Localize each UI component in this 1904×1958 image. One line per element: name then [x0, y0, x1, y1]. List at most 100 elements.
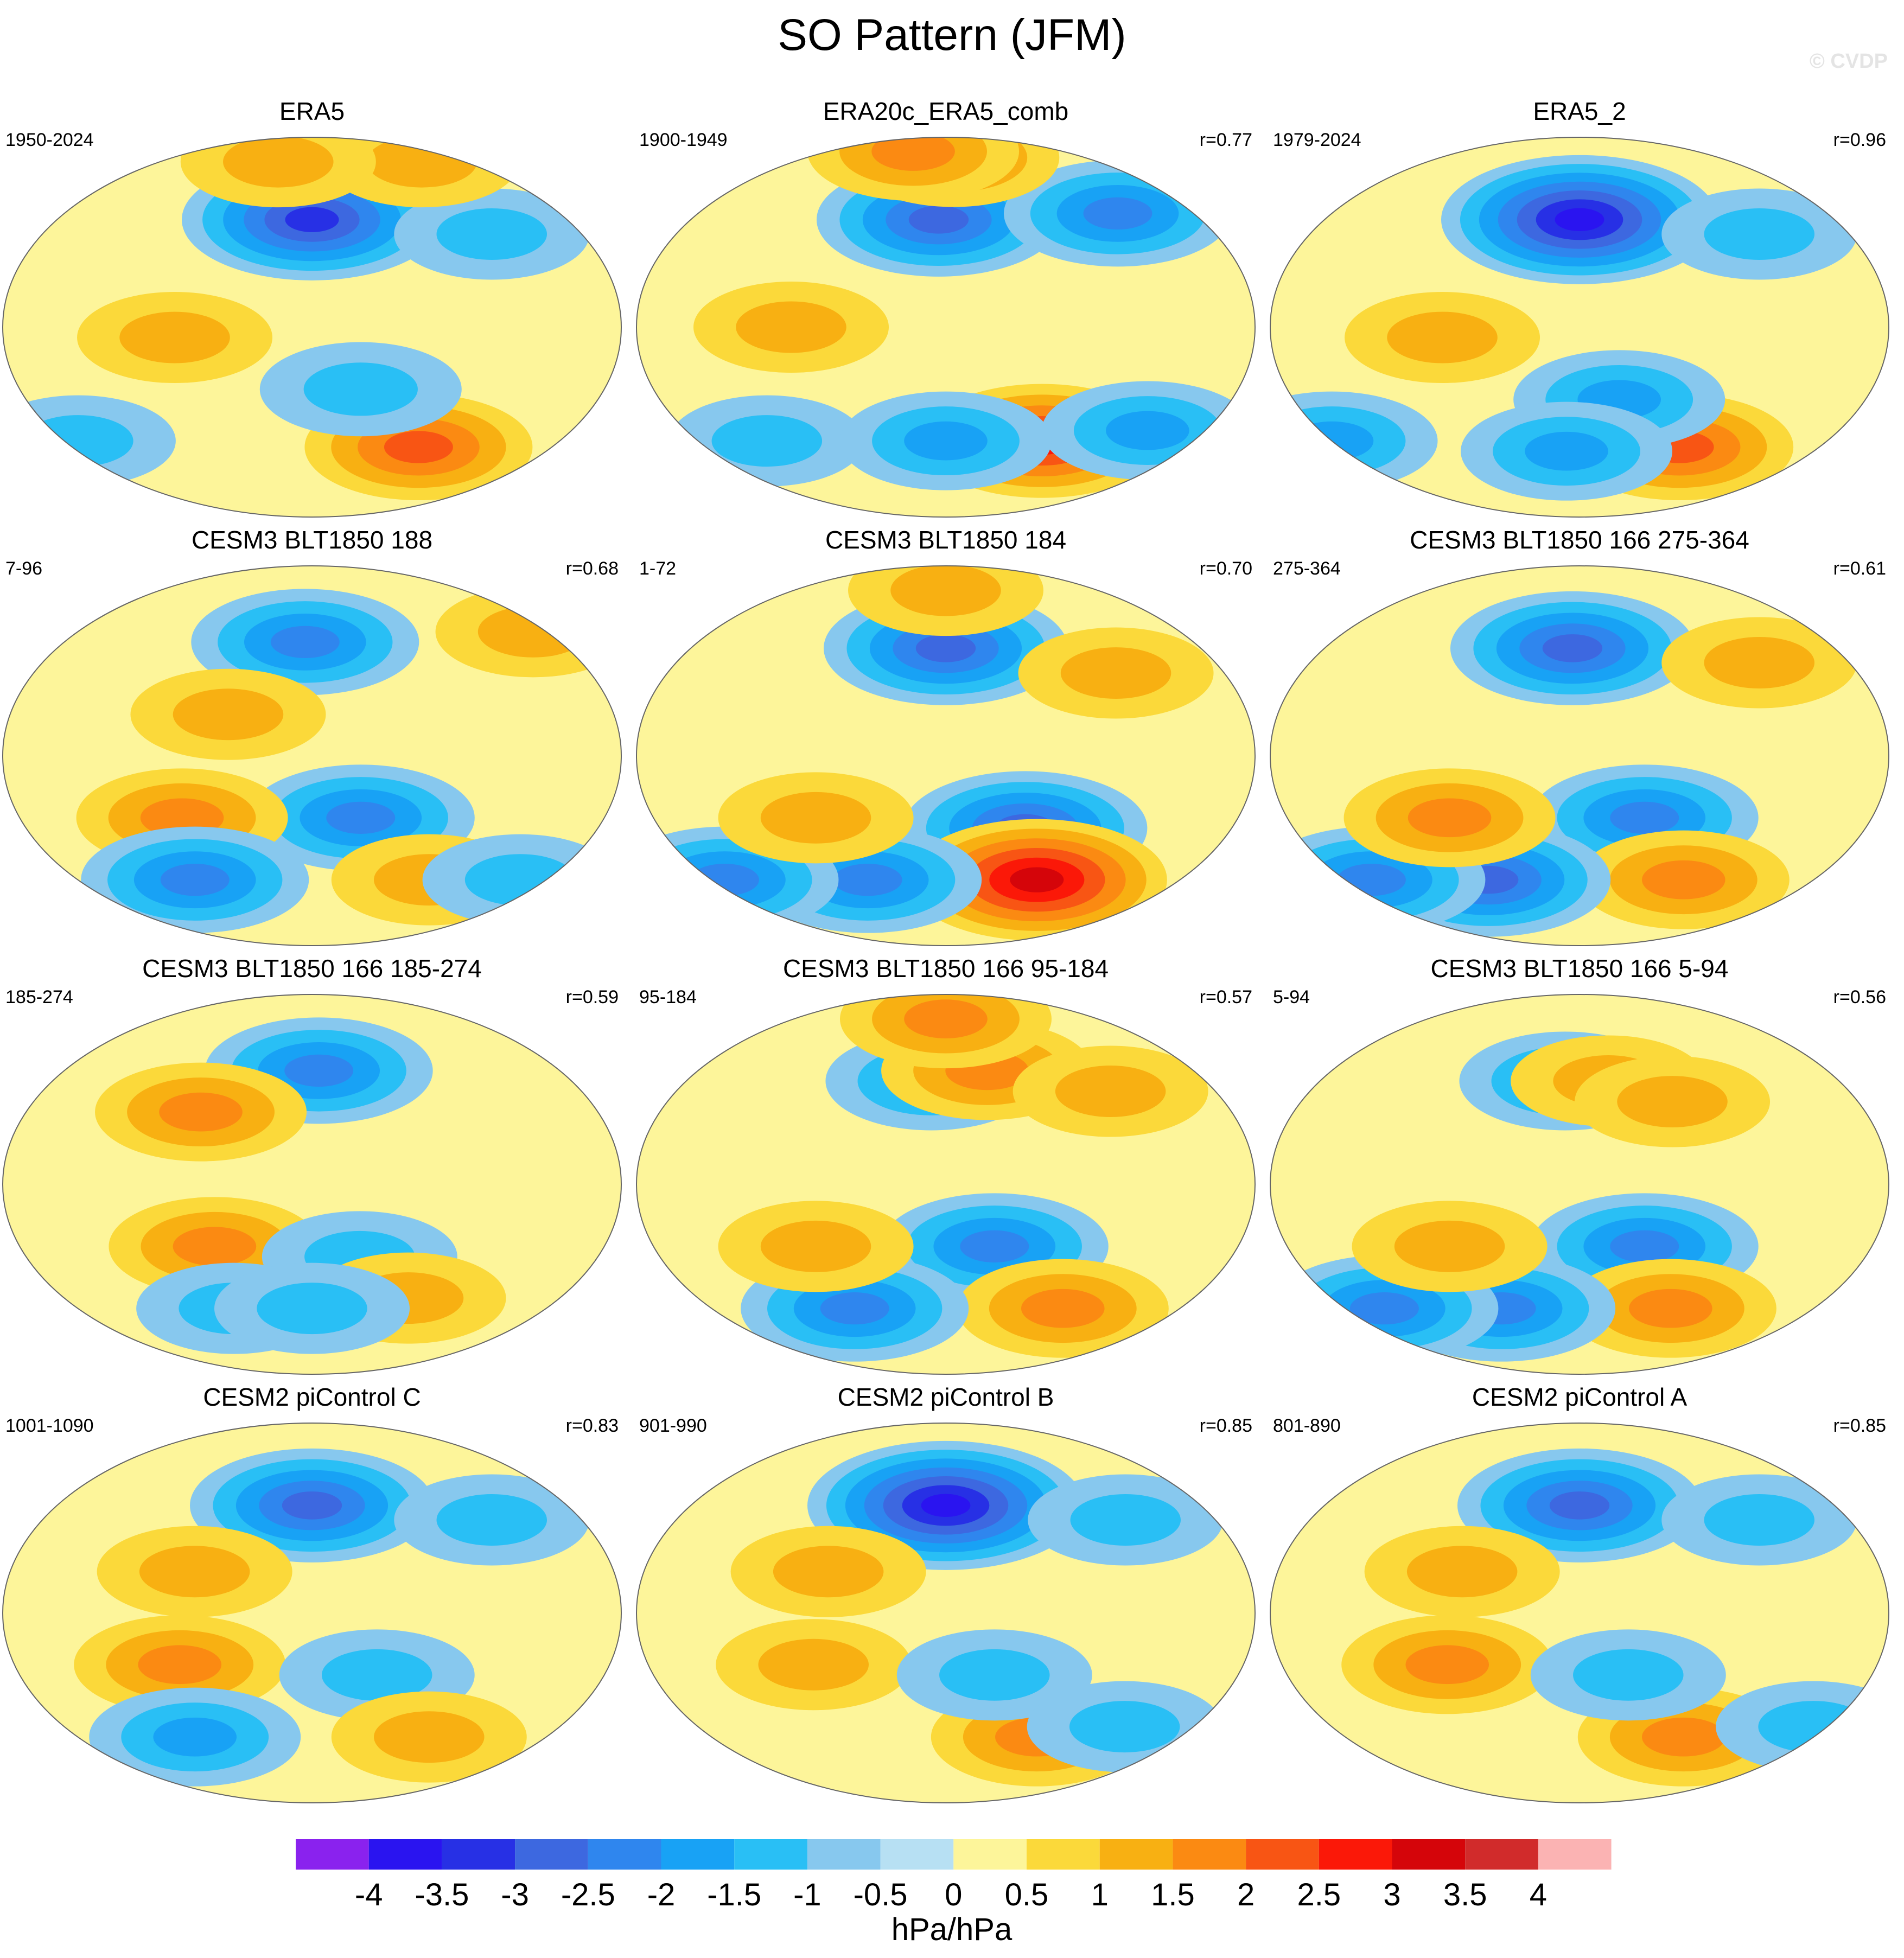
contour-region: [908, 206, 969, 234]
colorbar-swatch: [734, 1839, 807, 1870]
colorbar-swatch: [1465, 1839, 1538, 1870]
map-outline: [636, 1423, 1256, 1803]
panel-period-label: 1950-2024: [5, 130, 94, 150]
contour-region: [820, 1292, 889, 1325]
contour-region: [833, 864, 902, 896]
map-outline: [636, 137, 1256, 518]
panel-period-label: 7-96: [5, 558, 43, 579]
contour-region: [736, 301, 846, 353]
colorbar-tick-label: 2: [1237, 1877, 1255, 1912]
map-outline: [636, 565, 1256, 946]
map-outline: [2, 994, 622, 1375]
map-panel: ERA5 1950-2024: [0, 95, 624, 524]
panel-title: CESM3 BLT1850 188: [191, 526, 433, 554]
contour-region: [904, 999, 988, 1038]
colorbar-swatch: [368, 1839, 442, 1870]
panel-title: CESM3 BLT1850 166 95-184: [782, 954, 1109, 983]
contour-region: [1641, 860, 1725, 900]
panel-title: CESM2 piControl C: [203, 1383, 421, 1411]
contour-region: [871, 137, 955, 171]
colorbar-tick-label: 2.5: [1297, 1877, 1341, 1912]
contour-region: [1021, 1289, 1105, 1328]
panel-title: CESM2 piControl A: [1472, 1383, 1688, 1411]
panel-title: CESM3 BLT1850 166 5-94: [1430, 954, 1729, 983]
contour-region: [223, 137, 334, 188]
map-panel: CESM3 BLT1850 184 1-72 r=0.70: [634, 524, 1258, 952]
map-panel: CESM3 BLT1850 166 275-364 275-364 r=0.61: [1268, 524, 1892, 952]
figure-title: SO Pattern (JFM): [778, 10, 1126, 60]
contour-region: [282, 1491, 342, 1520]
contour-region: [1542, 634, 1603, 662]
colorbar-tick-label: 1.5: [1151, 1877, 1195, 1912]
colorbar-tick-label: -1.5: [707, 1877, 761, 1912]
contour-region: [384, 431, 453, 463]
colorbar-swatch: [880, 1839, 954, 1870]
map-svg: [1270, 994, 1889, 1375]
contour-region: [904, 421, 988, 461]
map-svg: [1270, 137, 1889, 518]
contour-region: [1069, 1701, 1180, 1753]
contour-region: [1617, 1076, 1728, 1128]
contour-region: [1060, 647, 1171, 699]
colorbar-swatch: [1246, 1839, 1319, 1870]
contour-region: [270, 626, 340, 659]
contour-region: [1573, 1649, 1684, 1701]
panel-title: ERA20c_ERA5_comb: [823, 97, 1069, 125]
panel-period-label: 1979-2024: [1273, 130, 1361, 150]
map-svg: [636, 994, 1256, 1375]
panel-correlation-label: r=0.70: [1199, 558, 1252, 579]
panel-period-label: 901-990: [639, 1415, 707, 1436]
panel-correlation-label: r=0.57: [1199, 987, 1252, 1007]
map-panel: CESM2 piControl C 1001-1090 r=0.83: [0, 1381, 624, 1809]
colorbar-swatch: [1027, 1839, 1100, 1870]
contour-region: [921, 1494, 971, 1517]
colorbar-swatch: [588, 1839, 661, 1870]
panel-period-label: 1900-1949: [639, 130, 728, 150]
map-outline: [1270, 565, 1889, 946]
map-svg: [636, 137, 1256, 518]
colorbar-swatch: [1319, 1839, 1392, 1870]
panel-correlation-label: r=0.68: [565, 558, 619, 579]
panel-title: ERA5_2: [1533, 97, 1626, 125]
panel-period-label: 275-364: [1273, 558, 1341, 579]
map-panel: CESM3 BLT1850 188 7-96 r=0.68: [0, 524, 624, 952]
contour-region: [1394, 1220, 1505, 1272]
map-outline: [1270, 137, 1889, 518]
contour-region: [1406, 1546, 1518, 1598]
colorbar-tick-label: -3: [501, 1877, 529, 1912]
contour-region: [1628, 1289, 1712, 1328]
map-svg: [2, 565, 622, 946]
contour-region: [1405, 1645, 1489, 1685]
panel-period-label: 95-184: [639, 987, 697, 1007]
contour-region: [436, 208, 547, 260]
colorbar-swatch: [1538, 1839, 1612, 1870]
colorbar-swatch: [1392, 1839, 1466, 1870]
contour-region: [1336, 864, 1406, 896]
contour-region: [1387, 311, 1498, 363]
colorbar-tick-label: -2.5: [561, 1877, 615, 1912]
contour-region: [257, 1283, 367, 1335]
contour-region: [690, 864, 759, 896]
contour-region: [285, 207, 339, 232]
contour-region: [139, 1546, 250, 1598]
map-panel: CESM3 BLT1850 166 95-184 95-184 r=0.57: [634, 952, 1258, 1381]
colorbar-swatch: [1173, 1839, 1246, 1870]
panel-title: CESM3 BLT1850 166 275-364: [1410, 526, 1749, 554]
map-outline: [1270, 994, 1889, 1375]
panel-correlation-label: r=0.59: [565, 987, 619, 1007]
contour-region: [138, 1645, 222, 1685]
panel-period-label: 1001-1090: [5, 1415, 94, 1436]
panel-correlation-label: r=0.85: [1833, 1415, 1886, 1436]
colorbar-tick-label: -2: [647, 1877, 676, 1912]
colorbar-swatch: [661, 1839, 735, 1870]
map-svg: [2, 1423, 622, 1803]
contour-region: [321, 1649, 432, 1701]
contour-region: [1704, 1494, 1814, 1546]
colorbar-swatch: [807, 1839, 881, 1870]
colorbar-tick-label: -1: [793, 1877, 822, 1912]
map-svg: [2, 137, 622, 518]
panel-correlation-label: r=0.85: [1199, 1415, 1252, 1436]
contour-region: [1704, 208, 1814, 260]
contour-region: [160, 864, 230, 896]
panel-correlation-label: r=0.83: [565, 1415, 619, 1436]
